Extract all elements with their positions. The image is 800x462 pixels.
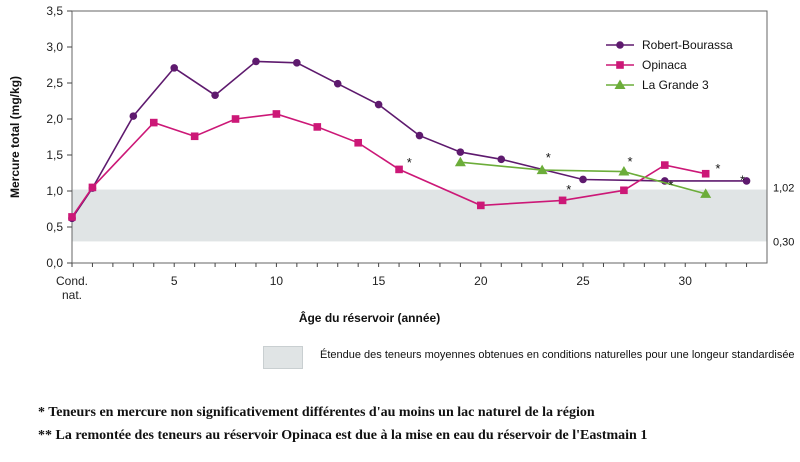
x-tick-label: 15 <box>372 274 386 288</box>
band-low-label: 0,30 <box>773 236 794 248</box>
data-point-robert-bourassa <box>293 59 301 67</box>
legend-marker-opinaca <box>616 61 624 69</box>
series-line-la-grande-3 <box>460 161 706 195</box>
data-point-la-grande-3 <box>454 156 466 167</box>
data-point-opinaca <box>701 169 710 178</box>
significance-star: * <box>628 154 633 169</box>
data-point-robert-bourassa <box>374 100 383 109</box>
significance-star: * <box>740 172 745 187</box>
significance-star: * <box>715 161 720 176</box>
y-tick-label: 0,0 <box>46 256 63 270</box>
y-tick-label: 2,5 <box>46 76 63 90</box>
legend-label-robert-bourassa: Robert-Bourassa <box>642 38 733 52</box>
data-point-opinaca <box>395 165 403 174</box>
data-point-opinaca <box>660 161 669 169</box>
y-tick-label: 3,5 <box>46 4 63 18</box>
data-point-robert-bourassa <box>742 177 751 185</box>
data-point-opinaca <box>231 115 240 123</box>
band-legend-swatch <box>263 346 303 369</box>
data-point-robert-bourassa <box>129 112 138 120</box>
band-legend-text: Étendue des teneurs moyennes obtenues en… <box>320 349 795 361</box>
data-point-robert-bourassa <box>170 64 179 72</box>
significance-star: * <box>546 150 551 165</box>
x-tick-label: 10 <box>270 274 284 288</box>
data-point-opinaca <box>190 132 199 141</box>
data-point-robert-bourassa <box>456 148 465 156</box>
legend-marker-la-grande-3 <box>614 79 626 89</box>
data-point-opinaca <box>149 118 158 127</box>
data-point-opinaca <box>558 196 567 205</box>
x-tick-label: 25 <box>576 274 590 288</box>
y-axis-title: Mercure total (mg/kg) <box>8 76 22 198</box>
natural-range-band <box>72 189 767 242</box>
mercury-line-chart: 0,0 0,5 1,0 1,5 2,0 2,5 3,0 3,5 5 10 15 20 25 30 Cond.… <box>8 4 794 325</box>
y-tick-label: 2,0 <box>46 112 63 126</box>
band-high-label: 1,02 <box>773 183 794 195</box>
y-tick-label: 0,5 <box>46 220 63 234</box>
x-tick-label: 30 <box>679 274 693 288</box>
data-point-robert-bourassa <box>497 155 506 164</box>
data-point-opinaca <box>68 213 76 221</box>
data-point-opinaca <box>313 123 322 131</box>
legend-label-la-grande-3: La Grande 3 <box>642 78 709 92</box>
data-point-opinaca <box>620 186 628 195</box>
data-point-la-grande-3 <box>618 166 630 176</box>
x-axis-title: Âge du réservoir (année) <box>299 310 440 325</box>
legend-marker-robert-bourassa <box>616 41 624 49</box>
data-point-robert-bourassa <box>211 91 219 100</box>
y-tick-label: 1,0 <box>46 184 63 198</box>
data-point-opinaca <box>477 201 485 210</box>
y-tick-label: 3,0 <box>46 40 63 54</box>
x-tick-label-cond: Cond. <box>56 274 88 288</box>
data-point-robert-bourassa <box>579 175 587 184</box>
data-point-robert-bourassa <box>252 57 260 66</box>
x-tick-label: 5 <box>171 274 178 288</box>
legend-label-opinaca: Opinaca <box>642 58 687 72</box>
data-point-opinaca <box>88 183 97 192</box>
data-point-la-grande-3 <box>536 164 548 175</box>
data-point-opinaca <box>272 110 281 118</box>
footnote-1: * Teneurs en mercure non significativeme… <box>38 405 595 420</box>
y-tick-label: 1,5 <box>46 148 63 162</box>
data-point-robert-bourassa <box>415 131 424 140</box>
data-point-robert-bourassa <box>333 79 342 88</box>
data-point-opinaca <box>354 138 362 147</box>
significance-star: * <box>407 155 412 170</box>
footnote-2: ** La remontée des teneurs au réservoir … <box>38 428 648 443</box>
x-tick-label: 20 <box>474 274 488 288</box>
data-point-la-grande-3 <box>700 188 712 198</box>
significance-star: * <box>668 178 673 193</box>
significance-star: * <box>566 182 571 197</box>
series-line-opinaca <box>71 113 706 218</box>
x-tick-label-nat: nat. <box>62 288 82 302</box>
